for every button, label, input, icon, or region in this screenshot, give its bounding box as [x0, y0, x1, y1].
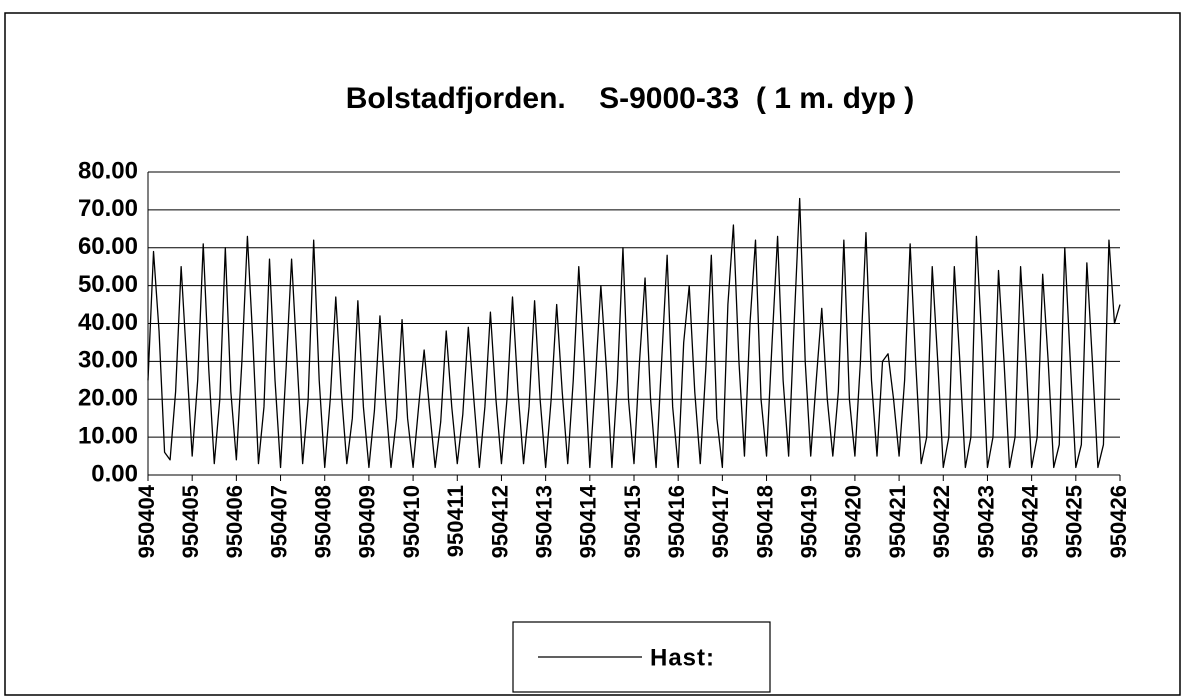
x-tick-label: 950413	[531, 485, 556, 558]
x-tick-label: 950423	[973, 485, 998, 558]
x-tick-label: 950412	[487, 485, 512, 558]
x-tick-label: 950404	[134, 484, 159, 558]
y-tick-label: 80.00	[78, 157, 138, 184]
y-tick-label: 70.00	[78, 195, 138, 222]
x-tick-label: 950409	[355, 485, 380, 558]
x-tick-label: 950426	[1106, 485, 1131, 558]
x-tick-label: 950415	[620, 485, 645, 558]
x-tick-label: 950420	[841, 485, 866, 558]
x-tick-label: 950425	[1062, 485, 1087, 558]
x-tick-label: 950408	[311, 485, 336, 558]
x-tick-label: 950407	[266, 485, 291, 558]
chart-frame	[4, 12, 1181, 696]
y-tick-label: 40.00	[78, 309, 138, 336]
y-tick-label: 60.00	[78, 233, 138, 260]
x-tick-label: 950405	[178, 485, 203, 558]
x-tick-label: 950414	[576, 484, 601, 558]
x-tick-label: 950422	[929, 485, 954, 558]
x-tick-label: 950406	[222, 485, 247, 558]
data-line	[147, 197, 1121, 469]
x-tick-label: 950410	[399, 485, 424, 558]
y-tick-label: 20.00	[78, 385, 138, 412]
legend-label: Hast:	[650, 644, 715, 671]
x-tick-label: 950418	[752, 485, 777, 558]
chart-title: Bolstadfjorden. S-9000-33 ( 1 m. dyp )	[346, 82, 914, 115]
y-tick-label: 10.00	[78, 422, 138, 449]
x-tick-label: 950419	[797, 485, 822, 558]
x-tick-label: 950416	[664, 485, 689, 558]
x-tick-label: 950411	[443, 485, 468, 557]
x-tick-label: 950424	[1017, 484, 1042, 558]
y-tick-label: 30.00	[78, 347, 138, 374]
x-tick-label: 950421	[885, 485, 910, 558]
y-tick-label: 50.00	[78, 271, 138, 298]
x-tick-label: 950417	[708, 485, 733, 558]
y-tick-label: 0.00	[91, 460, 138, 487]
